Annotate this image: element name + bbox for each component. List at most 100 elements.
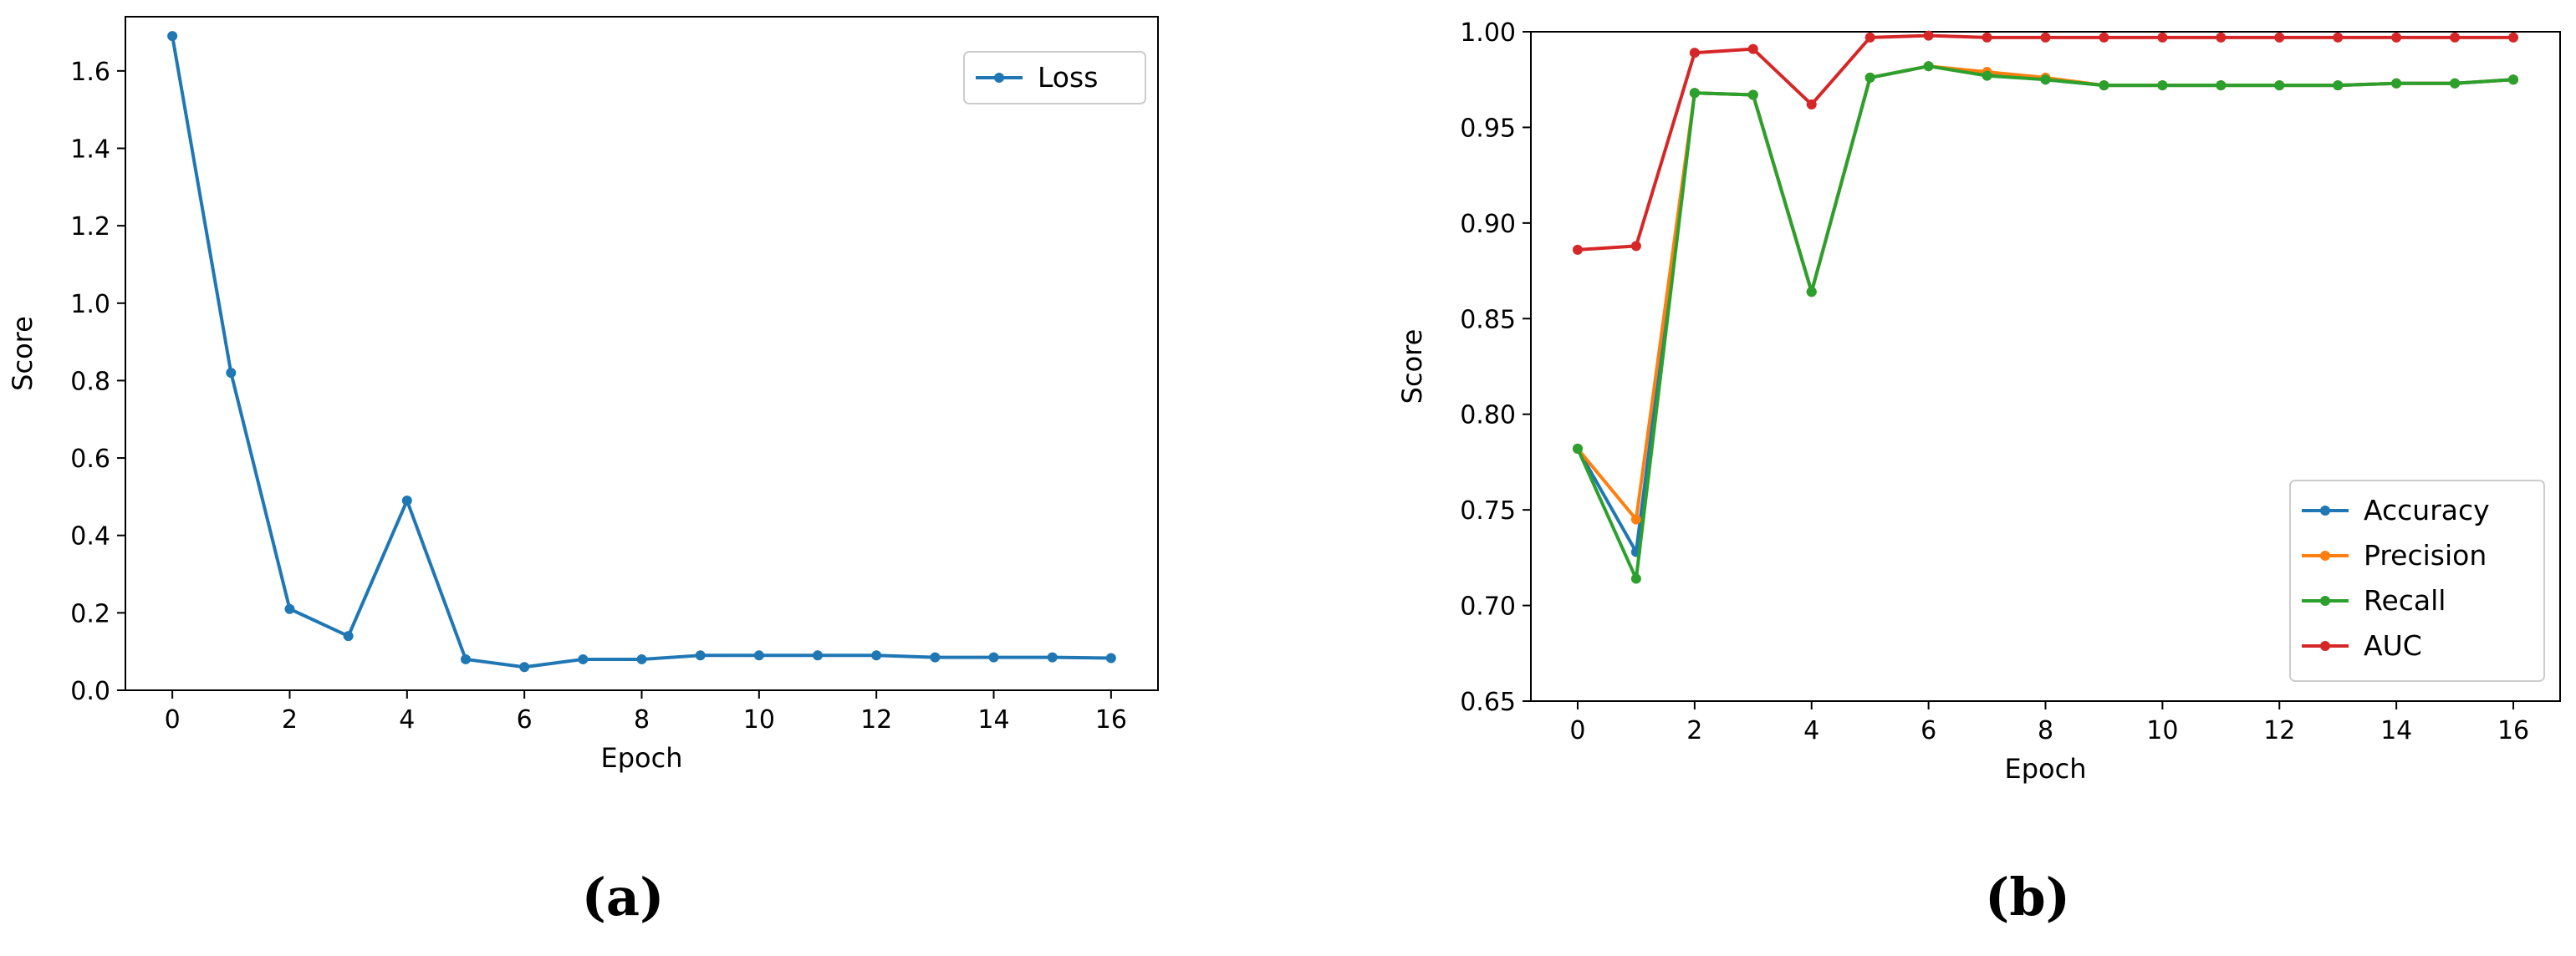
y-tick-label: 0.0 — [70, 677, 110, 706]
data-point-recall — [1864, 72, 1875, 83]
data-point-loss — [695, 650, 706, 661]
legend-swatch-marker — [994, 73, 1004, 83]
data-point-recall — [2333, 80, 2344, 91]
panel-label: (a) — [582, 867, 665, 928]
data-point-loss — [988, 652, 999, 663]
x-tick-label: 14 — [977, 705, 1009, 735]
data-point-auc — [2040, 32, 2051, 43]
y-tick-label: 0.65 — [1460, 688, 1516, 717]
data-point-loss — [343, 631, 354, 642]
data-point-recall — [2216, 80, 2227, 91]
data-point-loss — [930, 652, 941, 663]
data-point-loss — [753, 650, 764, 661]
x-tick-label: 0 — [165, 705, 181, 735]
data-point-auc — [2099, 32, 2109, 43]
data-point-recall — [1630, 573, 1641, 584]
y-tick-label: 0.85 — [1460, 305, 1516, 334]
y-axis-label: Score — [1396, 329, 1428, 404]
data-point-recall — [1923, 61, 1934, 72]
data-point-recall — [1572, 443, 1583, 454]
x-tick-label: 12 — [2263, 716, 2295, 745]
y-tick-label: 0.75 — [1460, 496, 1516, 526]
x-tick-label: 2 — [282, 705, 298, 735]
legend-entry-label: Loss — [1038, 61, 1098, 94]
data-point-auc — [2508, 32, 2519, 43]
y-tick-label: 0.4 — [70, 522, 110, 552]
data-point-auc — [2450, 32, 2461, 43]
series-line-accuracy — [1576, 64, 2514, 554]
data-point-loss — [460, 653, 471, 664]
x-tick-label: 8 — [2038, 716, 2053, 745]
x-tick-label: 10 — [743, 705, 775, 735]
data-point-auc — [1923, 30, 1934, 41]
y-tick-label: 0.70 — [1460, 592, 1516, 622]
data-point-loss — [871, 650, 882, 661]
legend-box — [963, 51, 1146, 104]
y-tick-label: 1.00 — [1460, 18, 1516, 48]
data-point-recall — [2099, 80, 2109, 91]
y-tick-label: 1.0 — [70, 290, 110, 319]
chart-panel-a: 0 2 4 6 8 10 12 14 16 0.0 0.2 0.4 0.6 0.8 1.0 1.2 1.4 1.6… — [7, 16, 1159, 928]
data-point-auc — [1630, 241, 1641, 252]
legend-entry-label: Precision — [2364, 539, 2487, 572]
data-point-auc — [2391, 32, 2402, 43]
x-tick-label: 6 — [517, 705, 533, 735]
y-tick-label: 0.80 — [1460, 401, 1516, 430]
data-point-auc — [1689, 48, 1700, 58]
x-tick-label: 0 — [1569, 716, 1585, 745]
data-point-loss — [636, 653, 647, 664]
data-point-loss — [813, 650, 824, 661]
data-point-auc — [2157, 32, 2168, 43]
x-tick-label: 4 — [399, 705, 415, 735]
data-point-recall — [1689, 88, 1700, 99]
data-point-loss — [1047, 652, 1058, 663]
data-point-auc — [1747, 43, 1758, 54]
series-line-auc — [1577, 33, 2514, 252]
y-tick-label: 1.6 — [70, 58, 110, 87]
series-line-precision — [1576, 64, 2514, 521]
data-point-recall — [2450, 78, 2461, 89]
y-tick-label: 0.2 — [70, 599, 110, 628]
x-tick-label: 8 — [634, 705, 650, 735]
x-tick-label: 16 — [2497, 716, 2529, 745]
y-tick-label: 0.6 — [70, 445, 110, 474]
y-axis-label: Score — [7, 316, 38, 391]
x-axis-label: Epoch — [2005, 753, 2087, 785]
legend-entry-label: Accuracy — [2364, 494, 2490, 526]
data-point-loss — [1105, 653, 1116, 664]
data-point-auc — [1864, 32, 1875, 43]
x-tick-label: 12 — [860, 705, 892, 735]
y-tick-label: 1.4 — [70, 135, 110, 164]
chart-panel-b: 0 2 4 6 8 10 12 14 16 0.65 0.70 0.75 0.80 0.85 0.90 0.9… — [1396, 18, 2561, 928]
data-point-recall — [2508, 74, 2519, 85]
y-tick-label: 0.95 — [1460, 114, 1516, 143]
legend-box — [2289, 480, 2545, 682]
data-point-recall — [2391, 78, 2402, 89]
x-tick-label: 2 — [1686, 716, 1702, 745]
data-point-loss — [167, 31, 178, 42]
x-tick-label: 16 — [1095, 705, 1127, 735]
data-point-recall — [2274, 80, 2285, 91]
y-tick-label: 0.8 — [70, 367, 110, 396]
legend-swatch-marker — [2320, 551, 2330, 561]
series-line-loss — [171, 35, 1111, 669]
data-point-recall — [1747, 89, 1758, 100]
legend-swatch-marker — [2320, 596, 2330, 606]
data-point-loss — [519, 662, 530, 673]
data-point-loss — [226, 368, 237, 379]
data-point-auc — [1572, 244, 1583, 255]
data-point-loss — [401, 496, 412, 506]
y-tick-label: 1.2 — [70, 212, 110, 242]
legend-swatch-marker — [2320, 506, 2330, 516]
x-tick-label: 6 — [1921, 716, 1936, 745]
data-point-recall — [1806, 287, 1817, 297]
legend-entry-label: Recall — [2364, 584, 2446, 617]
data-point-auc — [2333, 32, 2344, 43]
x-tick-label: 4 — [1803, 716, 1819, 745]
y-tick-label: 0.90 — [1460, 210, 1516, 239]
x-axis-label: Epoch — [601, 742, 683, 774]
data-point-recall — [1982, 70, 1992, 81]
panel-label: (b) — [1985, 867, 2070, 928]
data-point-auc — [1806, 99, 1817, 109]
